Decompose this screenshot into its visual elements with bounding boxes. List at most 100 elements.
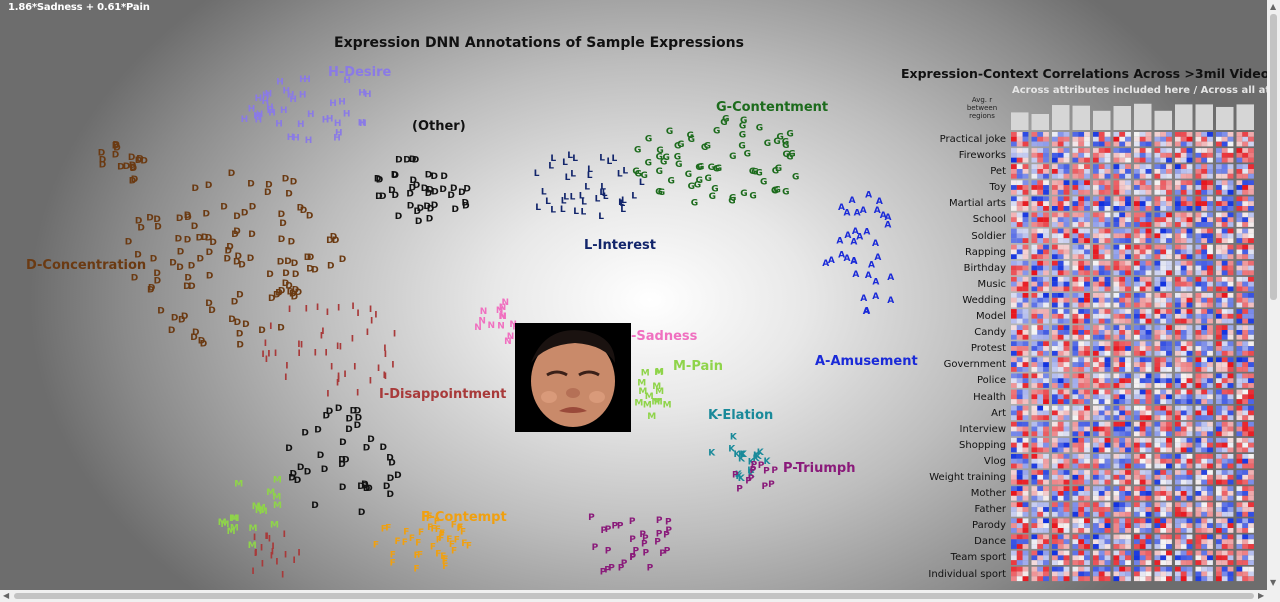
heatmap-cell: [1104, 302, 1111, 308]
annotation-point: D: [392, 191, 399, 201]
heatmap-cell: [1236, 566, 1243, 572]
heatmap-cell: [1011, 318, 1017, 324]
heatmap-cell: [1134, 281, 1140, 287]
heatmap-cell: [1227, 164, 1234, 169]
heatmap-cell: [1166, 431, 1172, 437]
heatmap-cell: [1043, 260, 1049, 266]
heatmap-cell: [1160, 491, 1167, 496]
heatmap-cell: [1207, 297, 1213, 303]
heatmap-cell: [1201, 302, 1208, 308]
heatmap-cell: [1180, 357, 1187, 363]
heatmap-cell: [1175, 399, 1181, 404]
heatmap-cell: [1242, 152, 1249, 158]
heatmap-cell: [1057, 555, 1064, 561]
heatmap-cell: [1145, 431, 1152, 437]
heatmap-cell: [1119, 185, 1126, 190]
horizontal-scroll-thumb[interactable]: [14, 593, 1254, 599]
heatmap-cell: [1166, 539, 1172, 545]
heatmap-cell: [1052, 454, 1058, 459]
annotation-point: G: [783, 150, 790, 160]
heatmap-cell: [1057, 495, 1064, 501]
heatmap-cell: [1037, 539, 1044, 545]
row-label: Rapping: [964, 246, 1006, 258]
heatmap-cell: [1242, 141, 1249, 147]
heatmap-title: Expression-Context Correlations Across >…: [901, 66, 1267, 81]
heatmap-cell: [1125, 249, 1131, 255]
heatmap-cell: [1227, 421, 1234, 427]
heatmap-cell: [1186, 474, 1193, 480]
heatmap-cell: [1043, 431, 1049, 437]
heatmap-cell: [1016, 470, 1023, 475]
heatmap-cell: [1057, 405, 1064, 411]
heatmap-cell: [1221, 132, 1228, 137]
scroll-left-arrow-icon[interactable]: ◀: [3, 591, 10, 600]
heatmap-cell: [1119, 350, 1126, 356]
heatmap-cell: [1011, 244, 1017, 250]
scroll-up-arrow-icon[interactable]: ▲: [1270, 2, 1277, 11]
annotation-point: L: [621, 196, 627, 206]
heatmap-cell: [1236, 185, 1243, 190]
heatmap-cell: [1216, 491, 1222, 496]
heatmap-cell: [1216, 518, 1222, 524]
heatmap-cell: [1195, 302, 1202, 308]
heatmap-cell: [1201, 169, 1208, 174]
annotation-point: H: [299, 90, 307, 100]
heatmap-cell: [1022, 507, 1029, 512]
heatmap-cell: [1052, 426, 1058, 432]
heatmap-cell: [1104, 201, 1111, 206]
heatmap-cell: [1016, 367, 1023, 372]
annotation-point: A: [874, 206, 881, 216]
cluster-label-concentration: D-Concentration: [26, 258, 147, 273]
heatmap-cell: [1216, 309, 1222, 314]
heatmap-cell: [1160, 244, 1167, 250]
heatmap-cell: [1125, 297, 1131, 303]
scroll-right-arrow-icon[interactable]: ▶: [1258, 591, 1265, 600]
heatmap-cell: [1207, 528, 1213, 533]
heatmap-cell: [1104, 136, 1111, 142]
annotation-point: D: [264, 188, 271, 198]
heatmap-cell: [1195, 389, 1202, 395]
heatmap-cell: [1104, 196, 1111, 202]
heatmap-cell: [1057, 276, 1064, 282]
heatmap-cell: [1011, 148, 1017, 153]
heatmap-cell: [1134, 550, 1140, 556]
heatmap-cell: [1216, 164, 1222, 169]
heatmap-cell: [1154, 217, 1161, 223]
heatmap-cell: [1195, 141, 1202, 147]
annotation-point: A: [865, 190, 872, 200]
heatmap-cell: [1186, 270, 1193, 276]
heatmap-cell: [1227, 341, 1234, 347]
heatmap-cell: [1248, 431, 1254, 437]
heatmap-cell: [1031, 201, 1038, 206]
annotation-point: L: [587, 171, 593, 181]
heatmap-cell: [1113, 270, 1120, 276]
heatmap-cell: [1248, 132, 1254, 137]
heatmap-cell: [1139, 233, 1146, 239]
heatmap-cell: [1134, 201, 1140, 206]
correlation-heatmap: [1011, 103, 1254, 582]
heatmap-cell: [1186, 426, 1193, 432]
heatmap-cell: [1098, 157, 1105, 163]
heatmap-cell: [1160, 523, 1167, 528]
heatmap-cell: [1154, 136, 1161, 142]
heatmap-cell: [1098, 560, 1105, 565]
heatmap-cell: [1022, 265, 1029, 271]
vertical-scroll-thumb[interactable]: [1270, 14, 1277, 300]
heatmap-cell: [1119, 555, 1126, 561]
scroll-down-arrow-icon[interactable]: ▼: [1270, 578, 1277, 587]
heatmap-cell: [1113, 507, 1120, 512]
heatmap-cell: [1186, 185, 1193, 190]
heatmap-cell: [1195, 571, 1202, 577]
heatmap-cell: [1119, 330, 1126, 335]
heatmap-cell: [1180, 511, 1187, 517]
heatmap-cell: [1031, 362, 1038, 367]
heatmap-cell: [1166, 132, 1172, 137]
heatmap-cell: [1139, 244, 1146, 250]
heatmap-cell: [1063, 302, 1070, 308]
heatmap-cell: [1166, 249, 1172, 255]
heatmap-cell: [1139, 544, 1146, 549]
heatmap-cell: [1207, 495, 1213, 501]
heatmap-cell: [1063, 539, 1070, 545]
heatmap-cell: [1207, 136, 1213, 142]
heatmap-cell: [1201, 136, 1208, 142]
